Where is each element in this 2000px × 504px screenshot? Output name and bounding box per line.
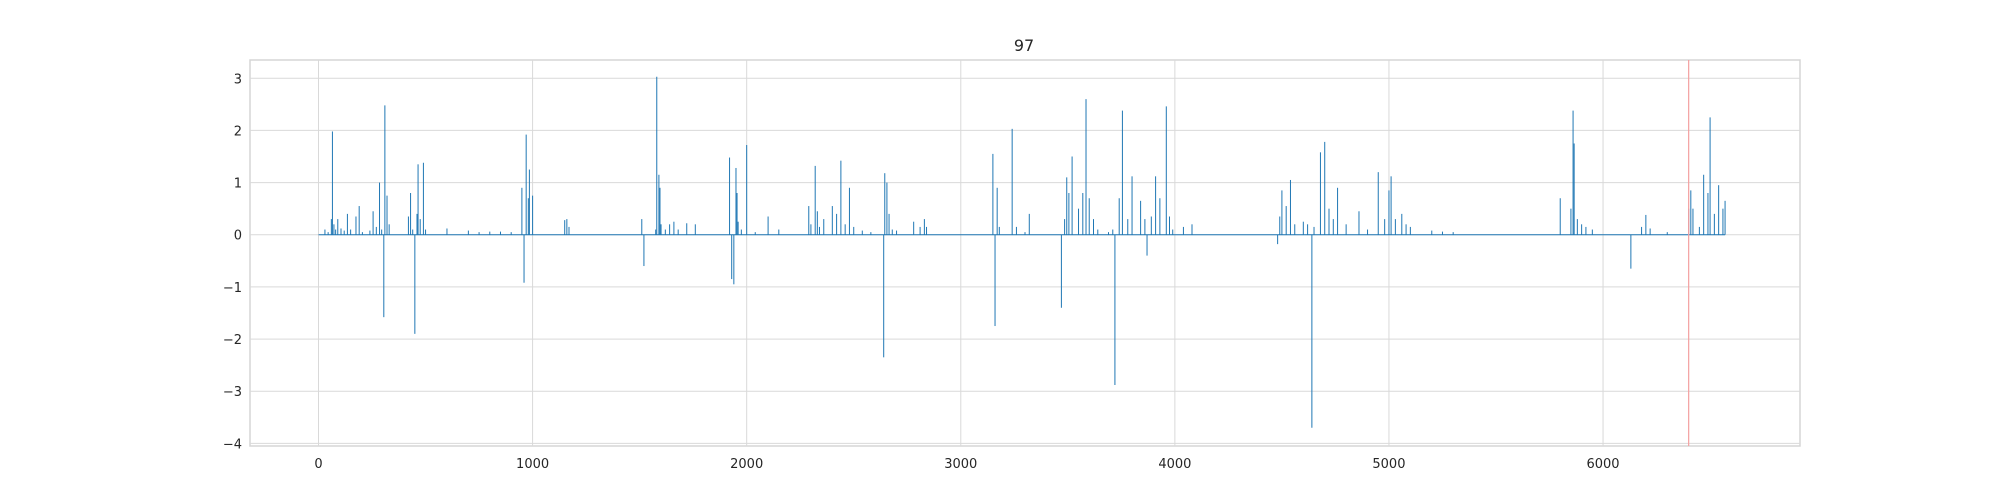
y-tick-label: 0 — [234, 229, 242, 244]
plot-frame — [249, 59, 1801, 447]
data-series — [324, 76, 1726, 428]
y-tick-label: −2 — [223, 333, 242, 348]
y-tick-label: −4 — [223, 437, 242, 452]
y-tick-label: 1 — [234, 177, 242, 192]
x-tick-label: 0 — [314, 457, 322, 472]
x-tick-label: 4000 — [1158, 457, 1191, 472]
x-tick-label: 1000 — [516, 457, 549, 472]
x-tick-label: 2000 — [730, 457, 763, 472]
y-tick-label: −3 — [223, 385, 242, 400]
x-tick-label: 6000 — [1586, 457, 1619, 472]
y-tick-label: −1 — [223, 281, 242, 296]
y-tick-label: 3 — [234, 72, 242, 87]
x-axis-ticks: 0 1000 2000 3000 4000 5000 6000 — [314, 457, 1619, 472]
x-tick-label: 5000 — [1372, 457, 1405, 472]
y-tick-label: 2 — [234, 124, 242, 139]
y-axis-ticks: −4 −3 −2 −1 0 1 2 3 — [223, 72, 242, 452]
x-tick-label: 3000 — [944, 457, 977, 472]
chart-title: 97 — [1014, 36, 1034, 55]
